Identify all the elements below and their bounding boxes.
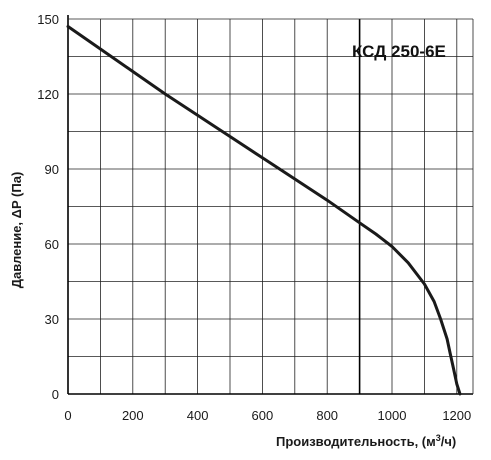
x-tick-label: 600 <box>252 408 274 423</box>
y-tick-label: 90 <box>45 162 59 177</box>
x-tick-label: 0 <box>64 408 71 423</box>
x-tick-label: 1200 <box>442 408 471 423</box>
y-tick-label: 60 <box>45 237 59 252</box>
x-axis-title-main: Производительность, (м <box>276 434 436 449</box>
x-tick-label: 200 <box>122 408 144 423</box>
performance-curve <box>66 25 462 396</box>
x-axis-ticks: 0 200 400 600 800 1000 1200 <box>64 408 471 423</box>
y-tick-label: 30 <box>45 312 59 327</box>
y-tick-label: 150 <box>37 12 59 27</box>
plot-border <box>67 15 474 395</box>
x-axis-title: Производительность, (м3/ч) <box>276 433 456 449</box>
y-axis-title: Давление, ΔP (Па) <box>9 172 24 289</box>
x-axis-title-sup: 3 <box>436 433 441 443</box>
y-tick-label: 0 <box>52 387 59 402</box>
x-tick-label: 800 <box>316 408 338 423</box>
grid <box>68 19 473 394</box>
y-axis-ticks: 0 30 60 90 120 150 <box>37 12 59 402</box>
x-axis-title-end: /ч) <box>441 434 457 449</box>
model-label: КСД 250-6Е <box>352 42 446 61</box>
y-tick-label: 120 <box>37 87 59 102</box>
x-tick-label: 1000 <box>378 408 407 423</box>
x-tick-label: 400 <box>187 408 209 423</box>
